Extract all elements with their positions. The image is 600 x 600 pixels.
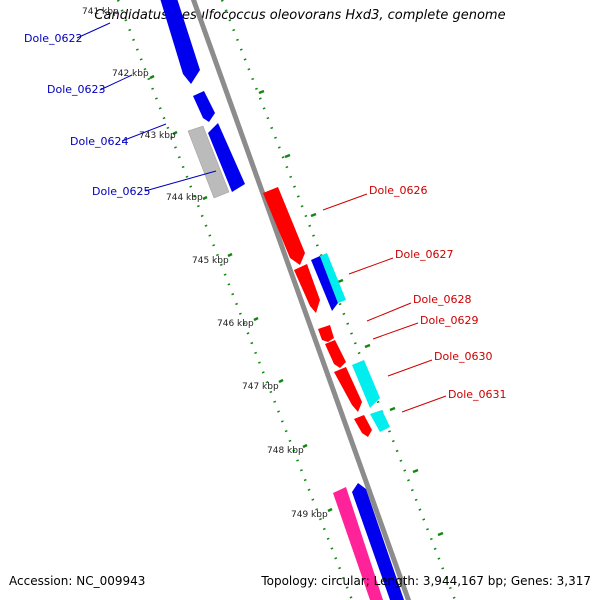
gene-label-dole-0629[interactable]: Dole_0629 <box>420 314 479 327</box>
gene-label-dole-0631[interactable]: Dole_0631 <box>448 388 507 401</box>
gene-feature-red[interactable] <box>263 187 305 265</box>
kbp-label: 747 kbp <box>242 382 279 392</box>
gene-feature-cyan[interactable] <box>370 410 390 432</box>
gene-label-dole-0624[interactable]: Dole_0624 <box>70 135 129 148</box>
tick-mark <box>364 343 371 349</box>
label-leader-line <box>144 170 217 192</box>
label-leader-line <box>366 302 412 322</box>
gene-label-dole-0626[interactable]: Dole_0626 <box>369 184 428 197</box>
kbp-labels: 741 kbp 742 kbp 743 kbp 744 kbp 745 kbp … <box>82 7 328 520</box>
tick-mark <box>258 89 265 95</box>
label-leader-line <box>387 359 433 377</box>
label-leader-line <box>348 257 394 275</box>
gene-feature-red[interactable] <box>354 415 372 437</box>
gene-label-dole-0627[interactable]: Dole_0627 <box>395 248 454 261</box>
tick-mark <box>253 316 259 322</box>
reverse-strand-features <box>263 187 390 437</box>
tick-mark <box>310 212 317 218</box>
right-major-ticks <box>258 89 444 537</box>
tick-mark <box>278 378 284 384</box>
gene-feature-gray[interactable] <box>187 125 230 199</box>
gene-feature-pink[interactable] <box>333 487 383 600</box>
tick-mark <box>337 278 344 284</box>
gene-feature-red[interactable] <box>334 367 362 412</box>
forward-strand-features <box>159 0 404 600</box>
left-major-ticks <box>149 74 333 513</box>
gene-feature-red[interactable] <box>325 340 346 368</box>
kbp-label: 748 kbp <box>267 446 304 456</box>
tick-mark <box>412 468 419 474</box>
kbp-label: 745 kbp <box>192 256 229 266</box>
label-leader-line <box>372 322 419 340</box>
forward-gene-labels: Dole_0622 Dole_0623 Dole_0624 Dole_0625 <box>24 22 217 198</box>
kbp-label: 741 kbp <box>82 7 119 17</box>
genes-count-text: Genes: 3,317 <box>510 574 591 588</box>
label-leader-line <box>99 74 133 91</box>
gene-feature-cyan[interactable] <box>320 253 346 303</box>
label-leader-line <box>401 395 447 413</box>
tick-mark <box>327 507 333 513</box>
tick-mark <box>202 195 208 201</box>
gene-label-dole-0630[interactable]: Dole_0630 <box>434 350 493 363</box>
gene-label-dole-0628[interactable]: Dole_0628 <box>413 293 472 306</box>
tick-mark <box>227 252 233 258</box>
gene-feature-blue[interactable] <box>208 123 245 192</box>
genome-backbone <box>190 0 412 600</box>
gene-feature-blue[interactable] <box>159 0 200 84</box>
reverse-gene-labels: Dole_0626 Dole_0627 Dole_0628 Dole_0629 … <box>322 184 507 413</box>
kbp-label: 744 kbp <box>166 193 203 203</box>
gene-feature-blue[interactable] <box>193 91 215 122</box>
gene-label-dole-0622[interactable]: Dole_0622 <box>24 32 83 45</box>
right-tick-track <box>220 0 457 600</box>
tick-mark <box>389 406 396 412</box>
label-leader-line <box>322 193 368 211</box>
kbp-label: 743 kbp <box>139 131 176 141</box>
gene-feature-red[interactable] <box>294 264 320 313</box>
gene-feature-red[interactable] <box>318 325 334 342</box>
length-text: Length: 3,944,167 bp; <box>373 574 508 588</box>
gene-feature-blue[interactable] <box>352 483 404 600</box>
tick-mark <box>284 153 291 159</box>
kbp-label: 742 kbp <box>112 69 149 79</box>
tick-mark <box>437 531 444 537</box>
tick-mark <box>149 74 155 80</box>
left-tick-track <box>116 0 354 600</box>
tick-mark <box>302 443 308 449</box>
label-leader-line <box>121 123 167 142</box>
genome-stats: Topology: circular; Length: 3,944,167 bp… <box>261 574 591 588</box>
topology-text: Topology: circular; <box>261 574 370 588</box>
kbp-label: 746 kbp <box>217 319 254 329</box>
tick-mark <box>172 130 178 136</box>
label-leader-line <box>76 22 111 39</box>
gene-feature-cyan[interactable] <box>352 360 380 408</box>
gene-label-dole-0625[interactable]: Dole_0625 <box>92 185 151 198</box>
accession-text: Accession: NC_009943 <box>9 574 146 588</box>
kbp-label: 749 kbp <box>291 510 328 520</box>
gene-label-dole-0623[interactable]: Dole_0623 <box>47 83 106 96</box>
gene-feature-blue[interactable] <box>311 256 338 311</box>
